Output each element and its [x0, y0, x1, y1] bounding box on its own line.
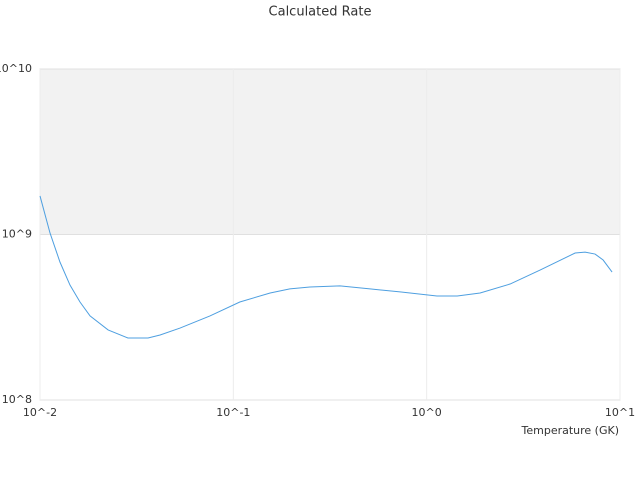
x-tick-label: 10^-2 [23, 406, 57, 419]
data-line [39, 195, 613, 339]
x-tick-label: 10^-1 [216, 406, 250, 419]
x-axis-label: Temperature (GK) [521, 424, 620, 437]
y-tick-label: 10^9 [2, 228, 32, 241]
chart-title: Calculated Rate [269, 5, 372, 20]
y-tick-label: 10^8 [2, 393, 32, 406]
x-tick-label: 10^0 [412, 406, 442, 419]
plot-band [40, 69, 620, 235]
y-tick-label: 10^10 [0, 62, 32, 75]
x-tick-label: 10^1 [605, 406, 635, 419]
